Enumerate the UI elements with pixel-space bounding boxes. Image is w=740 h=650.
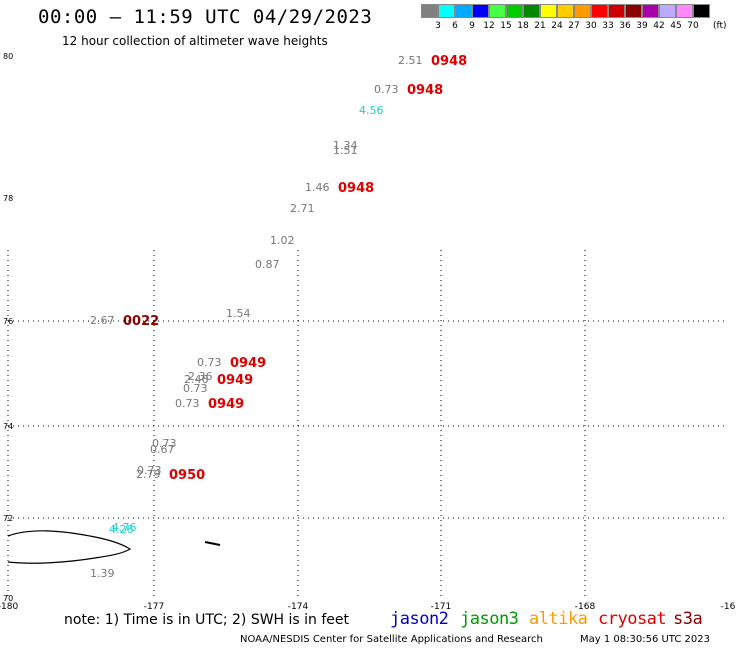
- page-title: 00:00 – 11:59 UTC 04/29/2023: [38, 6, 373, 28]
- timestamp-text: May 1 08:30:56 UTC 2023: [580, 634, 710, 645]
- longitude-label: -177: [144, 602, 164, 612]
- legend-swatch: [642, 4, 659, 18]
- legend-tick: 15: [500, 21, 512, 31]
- legend-tick: 30: [585, 21, 597, 31]
- legend-swatch: [659, 4, 676, 18]
- wave-height-value: 1.39: [90, 567, 115, 580]
- latitude-label: 72: [3, 514, 13, 523]
- legend-swatch: [574, 4, 591, 18]
- longitude-label: -171: [431, 602, 451, 612]
- longitude-label: -180: [0, 602, 18, 612]
- latitude-label: 70: [3, 594, 13, 603]
- wave-height-value: 4.56: [359, 104, 384, 117]
- wave-height-value: 0.67: [150, 443, 175, 456]
- wave-height-value: 0.73: [183, 382, 208, 395]
- legend-tick: 12: [483, 21, 495, 31]
- legend-tick: 36: [619, 21, 631, 31]
- wave-height-value: 1.51: [333, 144, 358, 157]
- longitude-label: -174: [288, 602, 309, 612]
- legend-tick: 3: [435, 21, 441, 31]
- wave-height-value: 2.36: [188, 370, 213, 383]
- legend-swatch: [438, 4, 455, 18]
- credit-text: NOAA/NESDIS Center for Satellite Applica…: [240, 634, 543, 645]
- legend-tick: 6: [452, 21, 458, 31]
- legend-swatch: [472, 4, 489, 18]
- satellite-cryosat: cryosat: [598, 609, 667, 629]
- page-subtitle: 12 hour collection of altimeter wave hei…: [62, 34, 328, 48]
- wave-height-value: 0.73: [175, 397, 200, 410]
- legend-tick: 27: [568, 21, 580, 31]
- wave-height-value: 1.34: [333, 139, 358, 152]
- latitude-labels: 80 78 76 74 72 70: [3, 52, 13, 603]
- observation-time: 0949: [217, 373, 253, 388]
- legend-swatch: [557, 4, 574, 18]
- satellite-s3a: s3a: [673, 609, 703, 629]
- legend-tick: 45: [670, 21, 682, 31]
- coastline: [7, 530, 221, 564]
- legend-swatch: [455, 4, 472, 18]
- wave-height-value: 0.73: [374, 83, 399, 96]
- wave-height-value: 1.46: [305, 181, 330, 194]
- legend-swatch: [625, 4, 642, 18]
- wave-height-value: 0.73: [152, 437, 177, 450]
- wave-height-value: 4.26: [109, 523, 134, 536]
- satellite-jason2: jason2: [390, 609, 449, 629]
- latitude-label: 76: [3, 317, 13, 326]
- legend-swatch: [421, 4, 438, 18]
- observation-time: 0948: [338, 181, 374, 196]
- island-outline: [7, 530, 132, 564]
- legend-swatch: [540, 4, 557, 18]
- wave-height-value: 2.71: [290, 202, 315, 215]
- wave-height-value: 2.79: [136, 468, 161, 481]
- wave-height-value: 2.67: [90, 314, 115, 327]
- legend-tick: 18: [517, 21, 529, 31]
- note-text: note: 1) Time is in UTC; 2) SWH is in fe…: [64, 612, 350, 628]
- latitude-label: 80: [3, 52, 13, 61]
- wave-height-value: 1.02: [270, 234, 295, 247]
- observation-time: 0948: [407, 83, 443, 98]
- small-island: [204, 541, 221, 546]
- wave-height-value: 2.51: [398, 54, 423, 67]
- legend-unit: (ft): [713, 21, 727, 31]
- legend-tick: 24: [551, 21, 563, 31]
- legend-swatch: [489, 4, 506, 18]
- satellite-altika: altika: [529, 609, 588, 629]
- longitude-labels: -180 -177 -174 -171 -168 -16: [0, 602, 736, 612]
- legend-tick: 33: [602, 21, 614, 31]
- legend-swatch: [506, 4, 523, 18]
- longitude-label: -168: [575, 602, 596, 612]
- graticule: [7, 250, 728, 598]
- wave-height-value: 0.73: [197, 356, 222, 369]
- legend-tick: 39: [636, 21, 648, 31]
- wave-height-value: 4.76: [112, 521, 137, 534]
- observation-time: 0949: [230, 356, 266, 371]
- legend-tick: 42: [653, 21, 665, 31]
- legend-tick: 21: [534, 21, 546, 31]
- observation-time: 0949: [208, 397, 244, 412]
- observation-time: 0022: [123, 314, 159, 329]
- observation-time: 0950: [169, 468, 205, 483]
- legend-swatch: [591, 4, 608, 18]
- latitude-label: 74: [3, 422, 13, 431]
- longitude-label: -16: [721, 602, 736, 612]
- legend-swatch: [523, 4, 540, 18]
- legend-swatch: [693, 4, 710, 18]
- legend-swatches: [421, 4, 710, 18]
- legend-swatch: [676, 4, 693, 18]
- wave-height-value: 2.46: [184, 373, 209, 386]
- legend-tick: 9: [469, 21, 475, 31]
- satellite-jason3: jason3: [460, 609, 519, 629]
- wave-height-value: 0.73: [137, 464, 162, 477]
- wave-height-value: 0.87: [255, 258, 280, 271]
- wave-height-value: 1.54: [226, 307, 251, 320]
- legend-tick: 70: [687, 21, 699, 31]
- color-legend: (ft) 3 6 9 12 15 18 21 24 27 30 33 36 39 42 45 70: [421, 4, 729, 36]
- legend-swatch: [608, 4, 625, 18]
- observation-time: 0948: [431, 54, 467, 69]
- latitude-label: 78: [3, 194, 13, 203]
- observations: 2.51 0948 0.73 0948 4.56 1.341.51 1.46 0948 2.71…: [90, 54, 467, 580]
